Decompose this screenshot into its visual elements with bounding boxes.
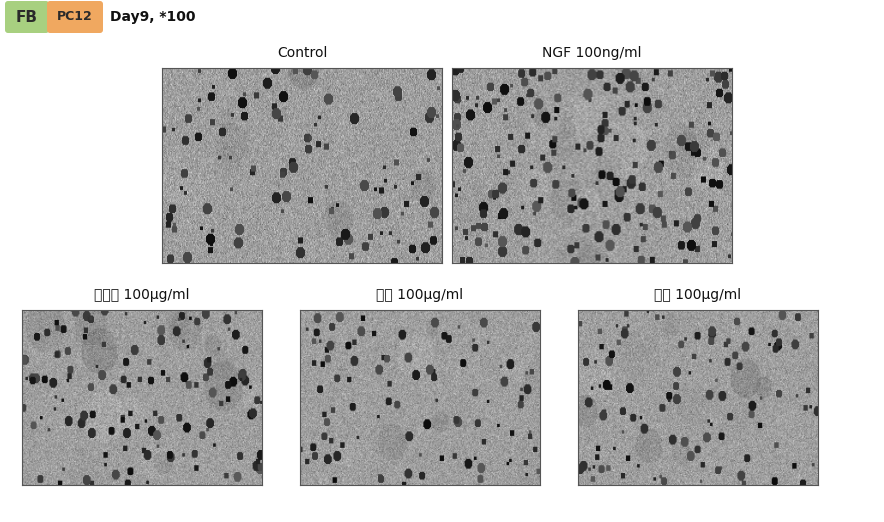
Text: 기장 100μg/ml: 기장 100μg/ml <box>377 288 463 302</box>
FancyBboxPatch shape <box>47 1 103 33</box>
Text: PC12: PC12 <box>57 10 93 23</box>
Text: Control: Control <box>277 46 327 60</box>
Text: 토마토 100μg/ml: 토마토 100μg/ml <box>95 288 190 302</box>
FancyBboxPatch shape <box>5 1 49 33</box>
Text: 레모 100μg/ml: 레모 100μg/ml <box>654 288 742 302</box>
Text: NGF 100ng/ml: NGF 100ng/ml <box>542 46 642 60</box>
Text: Day9, *100: Day9, *100 <box>110 10 195 24</box>
Text: FB: FB <box>16 9 38 25</box>
